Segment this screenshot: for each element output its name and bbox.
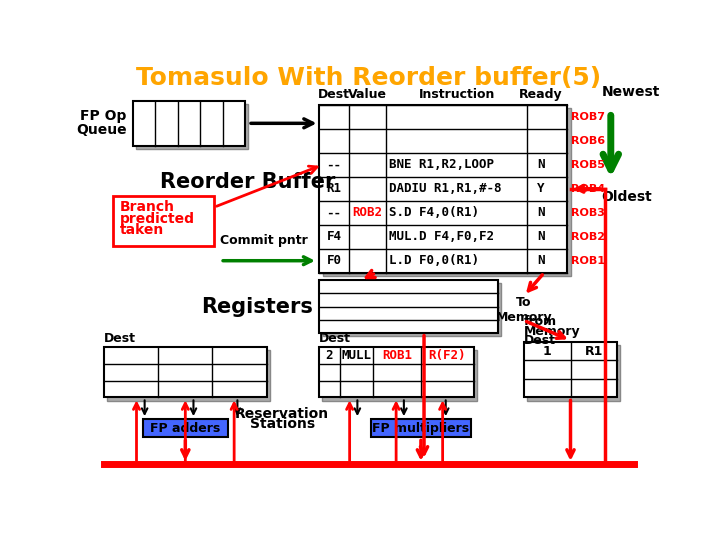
Bar [524,342,617,397]
Text: 2: 2 [325,349,333,362]
Text: Dest: Dest [524,334,556,347]
Text: ROB1: ROB1 [570,256,605,266]
Bar [320,105,567,273]
Text: DADIU R1,R1,#-8: DADIU R1,R1,#-8 [389,183,502,195]
Text: --: -- [327,206,341,219]
Text: S.D F4,0(R1): S.D F4,0(R1) [389,206,479,219]
Text: F4: F4 [327,230,341,243]
Text: To
Memory: To Memory [495,296,552,323]
Text: Commit pntr: Commit pntr [220,234,308,247]
Bar [323,284,500,336]
Text: Reservation: Reservation [235,407,329,421]
Bar [322,350,477,401]
Bar [113,197,214,246]
Text: Queue: Queue [76,123,127,137]
Text: ROB1: ROB1 [382,349,412,362]
Text: from: from [524,315,557,328]
Text: --: -- [327,158,341,171]
Text: Branch: Branch [120,200,174,214]
Text: ROB2: ROB2 [353,206,382,219]
Text: ROB4: ROB4 [570,184,605,194]
Text: Instruction: Instruction [418,87,495,100]
Text: N: N [537,206,545,219]
Bar [371,419,472,437]
Bar [320,280,498,333]
Text: ROB6: ROB6 [570,136,605,146]
Text: FP Op: FP Op [80,110,127,123]
Text: Memory: Memory [524,325,580,338]
Text: MULL: MULL [341,349,372,362]
Bar [323,108,570,276]
Text: L.D F0,0(R1): L.D F0,0(R1) [389,254,479,267]
Text: Tomasulo With Reorder buffer(5): Tomasulo With Reorder buffer(5) [136,66,602,90]
Bar [104,347,266,397]
Text: Reorder Buffer: Reorder Buffer [160,172,335,192]
Text: Registers: Registers [202,296,313,316]
Bar [136,104,248,148]
Text: BNE R1,R2,LOOP: BNE R1,R2,LOOP [389,158,494,171]
Text: ROB2: ROB2 [570,232,605,242]
Text: N: N [537,158,545,171]
Text: Y: Y [537,183,545,195]
Text: Dest: Dest [318,87,350,100]
Text: MUL.D F4,F0,F2: MUL.D F4,F0,F2 [389,230,494,243]
Text: Stations: Stations [250,417,315,430]
Bar [319,347,474,397]
Text: R1: R1 [585,345,603,357]
Bar [132,101,245,146]
Text: predicted: predicted [120,212,194,226]
Text: Value: Value [348,87,387,100]
Text: Dest: Dest [319,333,351,346]
Text: ROB3: ROB3 [570,208,604,218]
Text: R(F2): R(F2) [428,349,466,362]
Text: ROB7: ROB7 [570,112,605,122]
Text: FP multipliers: FP multipliers [372,422,469,435]
Text: Newest: Newest [601,85,660,99]
Bar [107,350,270,401]
Text: R1: R1 [327,183,341,195]
Text: N: N [537,230,545,243]
Text: Oldest: Oldest [601,190,652,204]
Text: 1: 1 [543,345,552,357]
Text: ROB5: ROB5 [570,160,604,170]
Text: N: N [537,254,545,267]
Text: taken: taken [120,224,163,238]
Text: Dest: Dest [104,333,136,346]
Text: Ready: Ready [519,87,563,100]
Bar [527,345,620,401]
Bar [143,419,228,437]
Text: F0: F0 [327,254,341,267]
Text: FP adders: FP adders [150,422,220,435]
